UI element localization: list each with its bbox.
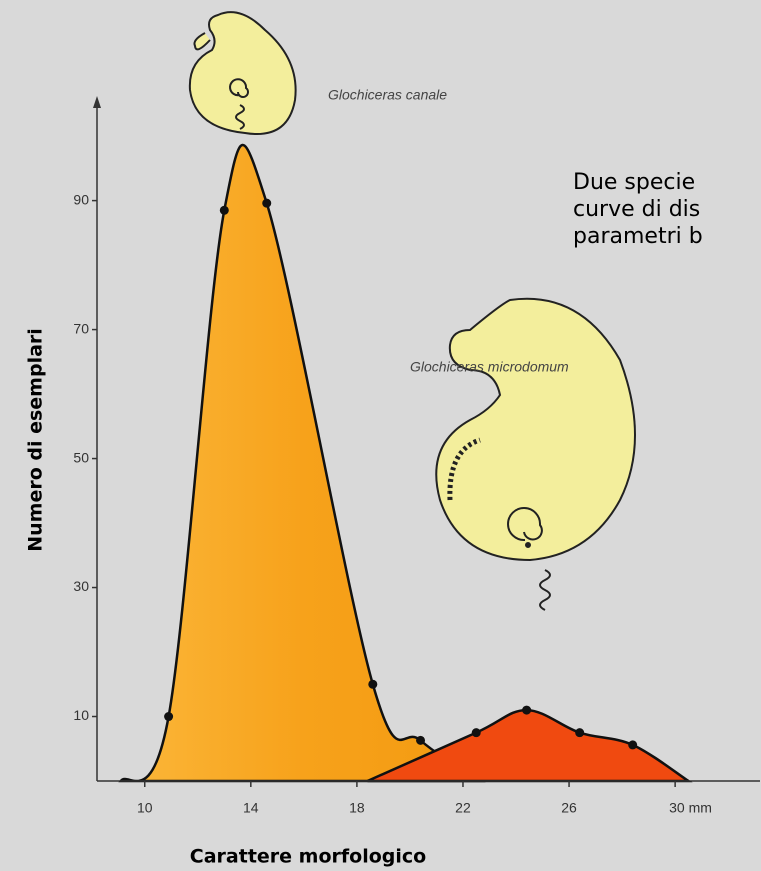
y-tick-label: 30 xyxy=(73,578,89,594)
x-axis-label: Carattere morfologico xyxy=(190,846,426,868)
data-point xyxy=(522,705,532,715)
area xyxy=(366,708,693,783)
x-tick-label: 26 xyxy=(561,800,577,816)
x-tick-label: 14 xyxy=(243,800,259,816)
data-point xyxy=(219,205,229,215)
data-point xyxy=(628,740,638,750)
y-axis-label: Numero di esemplari xyxy=(25,328,47,552)
area xyxy=(118,143,486,783)
annotation: curve di dis xyxy=(573,197,700,222)
data-point xyxy=(368,679,378,689)
plot-area xyxy=(118,143,693,783)
ammonite-canale xyxy=(188,11,297,135)
legend-label: Glochiceras canale xyxy=(328,87,447,103)
data-point xyxy=(471,728,481,738)
ammonite-microdomum xyxy=(435,297,636,611)
y-axis-arrow xyxy=(93,96,101,108)
annotation: parametri b xyxy=(573,224,703,249)
data-point xyxy=(416,735,426,745)
data-point xyxy=(164,712,174,722)
annotation: Due specie xyxy=(573,170,695,195)
data-point xyxy=(575,728,585,738)
y-tick-label: 50 xyxy=(73,449,89,465)
legend-label: Glochiceras microdomum xyxy=(410,359,569,375)
data-point xyxy=(262,198,272,208)
x-tick-label: 18 xyxy=(349,800,365,816)
y-tick-label: 70 xyxy=(73,320,89,336)
x-tick-label: 22 xyxy=(455,800,471,816)
x-tick-label: 10 xyxy=(137,800,153,816)
x-tick-label: 30 mm xyxy=(669,800,712,816)
y-tick-label: 90 xyxy=(73,191,89,207)
y-tick-label: 10 xyxy=(73,707,89,723)
